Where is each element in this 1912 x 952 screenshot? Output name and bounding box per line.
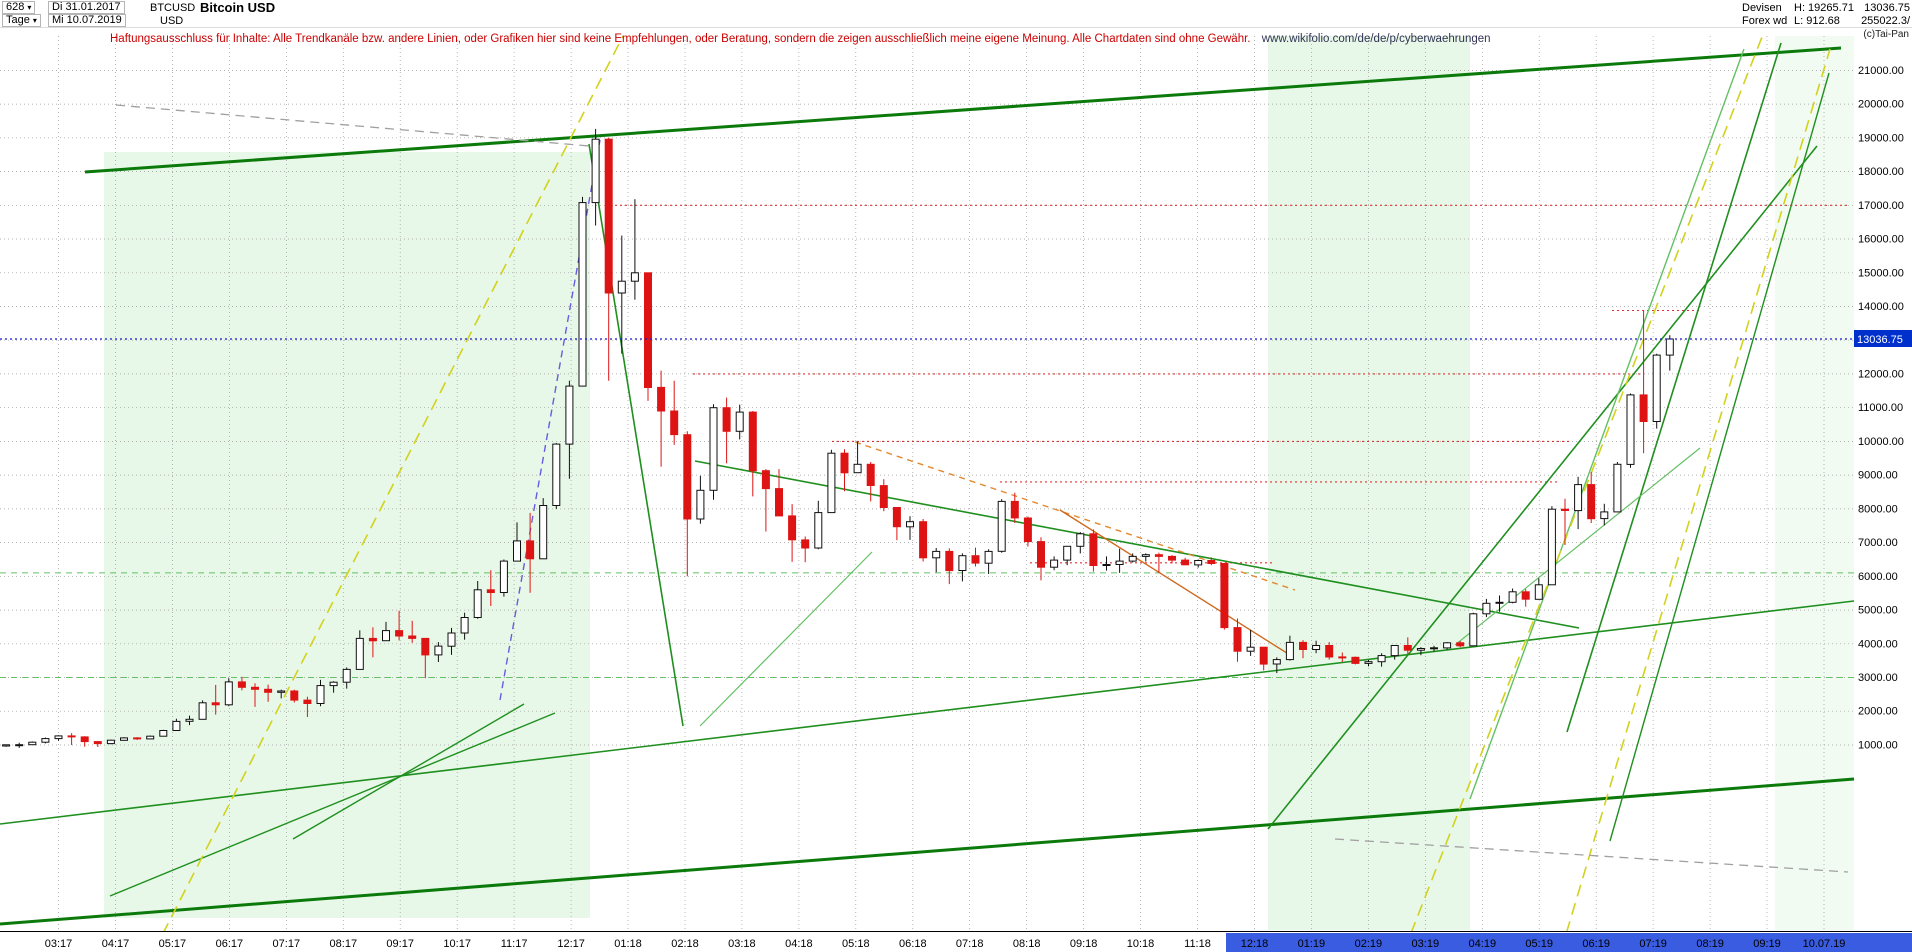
disclaimer: Haftungsausschluss für Inhalte: Alle Tre… (110, 33, 1491, 45)
market-subcategory: Forex wd (1742, 15, 1788, 27)
svg-text:3000.00: 3000.00 (1858, 672, 1898, 684)
disclaimer-url: www.wikifolio.com/de/de/p/cyberwaehrunge… (1261, 33, 1491, 45)
svg-text:08:17: 08:17 (330, 938, 358, 950)
period-high-value: H: 19265.71 (1794, 2, 1854, 14)
svg-text:17000.00: 17000.00 (1858, 200, 1904, 212)
x-axis-labels: 03:17 04:17 05:17 06:17 07:17 08:17 09:17 10:17… (45, 938, 1846, 950)
svg-text:10:18: 10:18 (1127, 938, 1155, 950)
svg-text:09:18: 09:18 (1070, 938, 1098, 950)
svg-text:2000.00: 2000.00 (1858, 706, 1898, 718)
end-date-field[interactable]: Mi 10.07.2019 (48, 14, 126, 27)
svg-text:01:18: 01:18 (614, 938, 642, 950)
currency-label: USD (160, 15, 184, 27)
symbol-label[interactable]: BTCUSD (150, 2, 196, 14)
svg-text:09:19: 09:19 (1753, 938, 1781, 950)
svg-text:07:17: 07:17 (273, 938, 301, 950)
shaded-regions (104, 36, 1854, 930)
volume-value: 255022.3/ (1861, 15, 1910, 27)
disclaimer-text: Haftungsausschluss für Inhalte: Alle Tre… (110, 33, 1251, 45)
svg-text:07:18: 07:18 (956, 938, 984, 950)
period-label: Tage (6, 14, 30, 26)
chart-header: 628 ▾ Di 31.01.2017 Tage ▾ Mi 10.07.2019 B… (0, 0, 1912, 28)
svg-text:9000.00: 9000.00 (1858, 470, 1898, 482)
svg-text:09:17: 09:17 (386, 938, 414, 950)
svg-text:11:17: 11:17 (501, 938, 528, 950)
svg-text:12:17: 12:17 (557, 938, 585, 950)
svg-text:10000.00: 10000.00 (1858, 436, 1904, 448)
start-date: Di 31.01.2017 (52, 1, 121, 13)
start-date-field[interactable]: Di 31.01.2017 (48, 1, 125, 14)
svg-text:02:19: 02:19 (1355, 938, 1383, 950)
svg-text:6000.00: 6000.00 (1858, 571, 1898, 583)
svg-text:08:18: 08:18 (1013, 938, 1041, 950)
svg-text:02:18: 02:18 (671, 938, 699, 950)
svg-text:05:19: 05:19 (1525, 938, 1553, 950)
y-axis-labels: 1000.00 2000.00 3000.00 4000.00 5000.00 6000.… (1858, 65, 1904, 752)
svg-text:19000.00: 19000.00 (1858, 132, 1904, 144)
svg-text:01:19: 01:19 (1298, 938, 1326, 950)
svg-text:18000.00: 18000.00 (1858, 166, 1904, 178)
svg-text:11:18: 11:18 (1184, 938, 1211, 950)
bars-count-dropdown[interactable]: 628 ▾ (2, 1, 36, 14)
svg-text:04:19: 04:19 (1469, 938, 1497, 950)
copyright-label: (c)Tai-Pan (1863, 29, 1909, 40)
x-axis-highlight (1226, 933, 1912, 952)
svg-text:06:18: 06:18 (899, 938, 927, 950)
svg-text:05:17: 05:17 (159, 938, 187, 950)
last-price-value: 13036.75 (1864, 2, 1910, 14)
svg-text:03:19: 03:19 (1412, 938, 1440, 950)
svg-text:12:18: 12:18 (1241, 938, 1269, 950)
svg-text:15000.00: 15000.00 (1858, 267, 1904, 279)
svg-text:03:18: 03:18 (728, 938, 756, 950)
market-category: Devisen (1742, 2, 1782, 14)
svg-text:21000.00: 21000.00 (1858, 65, 1904, 77)
period-low-value: L: 912.68 (1794, 15, 1840, 27)
svg-text:11000.00: 11000.00 (1858, 402, 1903, 414)
svg-text:8000.00: 8000.00 (1858, 503, 1898, 515)
svg-text:13036.75: 13036.75 (1857, 334, 1903, 346)
trend-lines (0, 35, 1855, 952)
svg-text:04:18: 04:18 (785, 938, 813, 950)
bars-count: 628 (6, 1, 25, 13)
instrument-title: Bitcoin USD (200, 0, 276, 15)
end-date: Mi 10.07.2019 (52, 14, 122, 26)
candles (2, 128, 1674, 748)
svg-text:5000.00: 5000.00 (1858, 605, 1898, 617)
svg-text:10.07.19: 10.07.19 (1803, 938, 1846, 950)
last-price-tag: 13036.75 (1854, 330, 1912, 347)
resistance-levels (610, 204, 1848, 564)
svg-text:07:19: 07:19 (1639, 938, 1667, 950)
svg-text:4000.00: 4000.00 (1858, 638, 1898, 650)
svg-text:06:17: 06:17 (216, 938, 244, 950)
svg-text:05:18: 05:18 (842, 938, 870, 950)
svg-text:16000.00: 16000.00 (1858, 234, 1904, 246)
period-dropdown[interactable]: Tage ▾ (2, 14, 41, 27)
svg-text:06:19: 06:19 (1582, 938, 1610, 950)
chevron-down-icon: ▾ (32, 16, 37, 25)
svg-text:10:17: 10:17 (443, 938, 471, 950)
svg-text:08:19: 08:19 (1696, 938, 1724, 950)
chevron-down-icon: ▾ (27, 3, 32, 12)
svg-text:20000.00: 20000.00 (1858, 99, 1904, 111)
svg-text:14000.00: 14000.00 (1858, 301, 1904, 313)
svg-text:7000.00: 7000.00 (1858, 537, 1898, 549)
svg-text:1000.00: 1000.00 (1858, 740, 1898, 752)
svg-text:12000.00: 12000.00 (1858, 368, 1904, 380)
svg-text:04:17: 04:17 (102, 938, 130, 950)
svg-text:03:17: 03:17 (45, 938, 73, 950)
